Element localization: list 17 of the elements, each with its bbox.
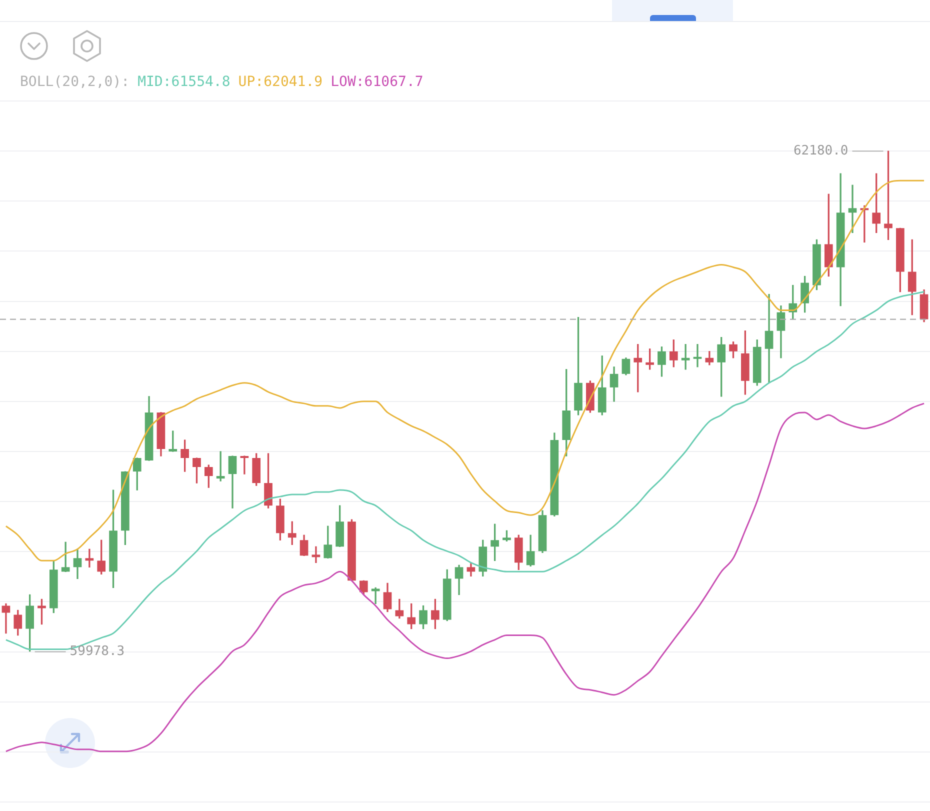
annotation: 59978.3	[70, 644, 125, 660]
candlestick	[85, 548, 94, 568]
text: UP:62041.9	[238, 74, 323, 90]
candlestick	[693, 344, 702, 368]
candlestick	[848, 184, 857, 234]
candlestick	[61, 542, 70, 572]
candlestick	[764, 294, 774, 384]
candlestick	[216, 451, 225, 482]
text: MID:61554.8	[138, 74, 230, 90]
annotation: 62180.0	[793, 143, 848, 158]
candlestick	[371, 587, 380, 604]
candlestick	[312, 546, 320, 563]
candlestick	[2, 603, 10, 634]
candlestick	[681, 344, 690, 370]
candlestick	[240, 456, 249, 474]
chart-title: BOLL(20,2,0):	[20, 74, 130, 90]
text: LOW:61067.7	[330, 74, 424, 90]
